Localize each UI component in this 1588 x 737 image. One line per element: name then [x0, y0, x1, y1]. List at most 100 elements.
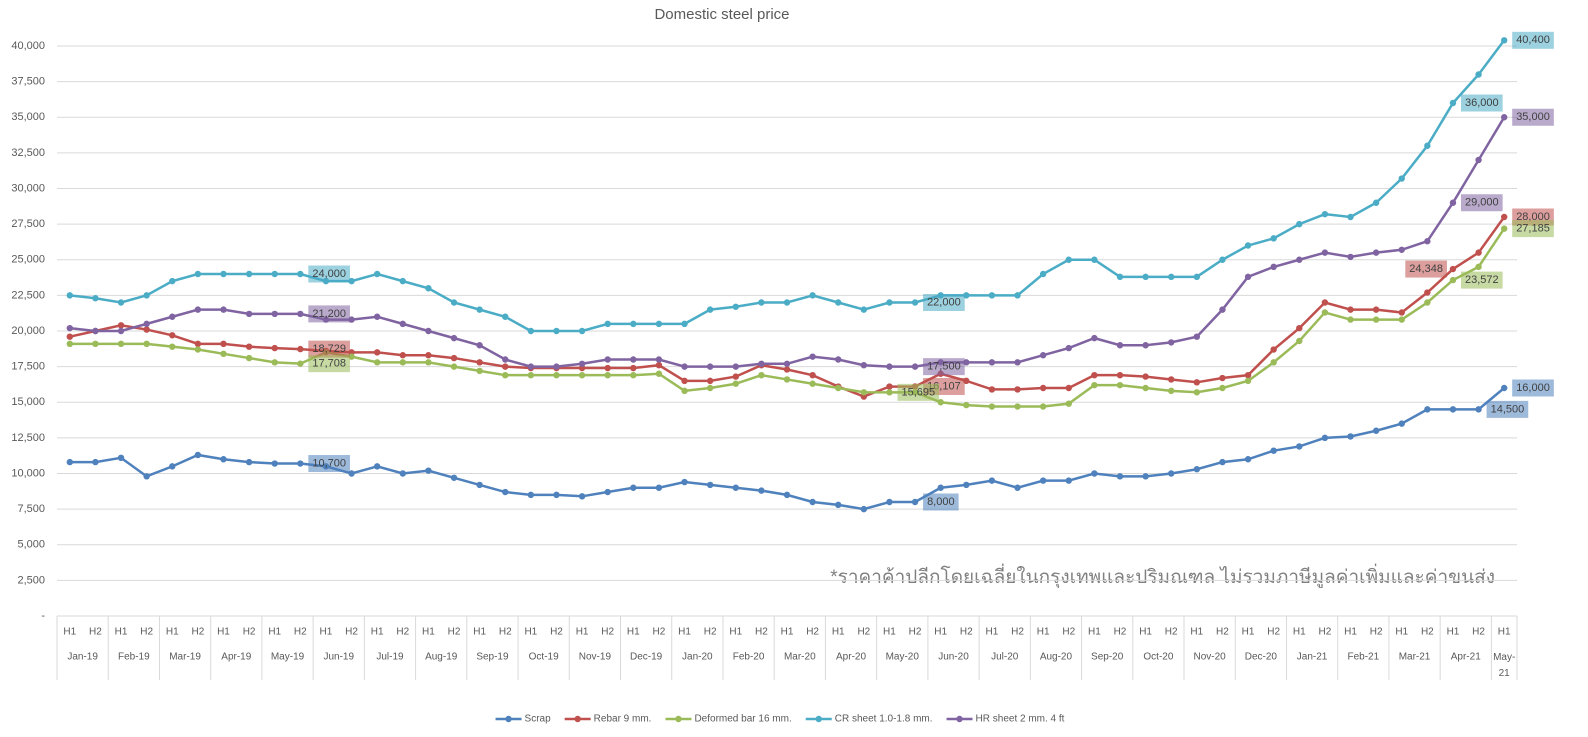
data-point	[1296, 337, 1303, 345]
data-label-text: 22,000	[927, 296, 961, 308]
x-tick-label: H2	[345, 627, 358, 638]
data-point	[476, 481, 483, 489]
data-point	[1168, 376, 1175, 383]
data-point	[1193, 389, 1201, 396]
x-tick-label: H1	[1344, 627, 1357, 638]
data-label: 17,500	[923, 358, 965, 376]
x-group-label: Feb-21	[1347, 652, 1379, 663]
data-point	[988, 403, 996, 410]
data-point	[527, 327, 535, 335]
data-point	[1142, 473, 1149, 480]
data-point	[758, 299, 765, 306]
y-tick-label: -	[41, 610, 45, 622]
x-tick-label: H1	[473, 627, 486, 638]
data-point	[1065, 400, 1072, 407]
data-point	[988, 386, 996, 393]
data-point	[476, 367, 483, 375]
data-point	[1065, 384, 1072, 392]
x-group-label: Jan-19	[67, 652, 98, 663]
x-tick-label: H2	[89, 627, 102, 638]
data-point	[963, 401, 970, 409]
y-tick-label: 17,500	[11, 361, 45, 373]
data-label: 10,700	[308, 455, 350, 473]
data-point	[143, 320, 150, 328]
data-point	[1168, 470, 1175, 477]
x-group-label: Jun-19	[323, 652, 354, 663]
data-label-text: 27,185	[1516, 223, 1550, 235]
data-point	[1475, 156, 1482, 164]
data-label-text: 29,000	[1465, 197, 1499, 209]
data-label-box	[1460, 94, 1503, 112]
data-point	[117, 299, 125, 306]
data-point	[502, 363, 509, 370]
data-point	[169, 343, 176, 350]
data-point	[604, 488, 611, 496]
data-point	[630, 484, 637, 491]
data-label-box	[1512, 220, 1554, 238]
data-point	[553, 491, 560, 499]
x-tick-label: H2	[909, 627, 922, 638]
data-point	[1091, 470, 1098, 477]
data-point	[1398, 420, 1405, 427]
data-point	[835, 356, 842, 363]
data-point	[220, 456, 227, 463]
y-tick-label: 35,000	[11, 111, 45, 123]
data-label-text: 17,708	[312, 358, 346, 370]
x-tick-label: H2	[960, 627, 973, 638]
data-point	[1500, 37, 1508, 44]
data-point	[143, 326, 150, 333]
data-point	[809, 380, 816, 387]
x-tick-label: H2	[1062, 627, 1075, 638]
data-point	[1296, 324, 1303, 332]
data-point	[783, 376, 791, 383]
data-point	[1475, 71, 1482, 78]
data-point	[1500, 114, 1508, 121]
x-tick-label: H2	[1114, 627, 1127, 638]
x-tick-label: H2	[653, 627, 666, 638]
x-tick-label: H1	[1037, 627, 1050, 638]
data-point	[194, 270, 202, 278]
data-point	[194, 340, 202, 348]
x-group-label: Jun-20	[938, 652, 969, 663]
data-point	[1014, 386, 1021, 393]
x-tick-label: H1	[1498, 627, 1511, 638]
x-group-label: Jul-20	[991, 652, 1019, 663]
x-group-label: Apr-20	[836, 652, 866, 663]
data-point	[630, 356, 637, 363]
data-point	[937, 484, 944, 491]
series-line	[69, 39, 1506, 333]
y-tick-label: 37,500	[11, 76, 45, 88]
y-tick-label: 40,000	[11, 40, 45, 52]
data-point	[425, 327, 432, 335]
data-point	[502, 488, 509, 496]
data-point	[1039, 352, 1047, 359]
data-point	[1116, 473, 1124, 480]
data-point	[1500, 213, 1508, 221]
data-point	[117, 454, 125, 462]
data-label-box	[308, 455, 350, 473]
data-point	[1372, 427, 1380, 434]
data-point	[604, 364, 611, 372]
data-point	[271, 344, 278, 352]
data-point	[169, 332, 176, 339]
x-tick-label: H1	[1088, 627, 1101, 638]
data-point	[1168, 387, 1175, 395]
data-label: 15,695	[897, 383, 940, 401]
data-point	[194, 346, 202, 353]
data-point	[1168, 273, 1175, 281]
x-tick-label: H2	[1370, 627, 1383, 638]
data-label: 27,185	[1512, 220, 1554, 238]
data-point	[553, 371, 560, 379]
x-tick-label: H2	[704, 627, 717, 638]
y-tick-label: 2,500	[17, 574, 45, 586]
data-point	[117, 322, 125, 329]
data-point	[1321, 434, 1329, 442]
data-point	[527, 363, 535, 370]
y-tick-label: 25,000	[11, 254, 45, 266]
x-tick-label: H1	[1395, 627, 1408, 638]
data-point	[1449, 265, 1457, 273]
x-tick-label: H2	[601, 627, 614, 638]
data-point	[1321, 249, 1329, 256]
data-point	[1193, 466, 1201, 473]
data-point	[1398, 175, 1405, 182]
